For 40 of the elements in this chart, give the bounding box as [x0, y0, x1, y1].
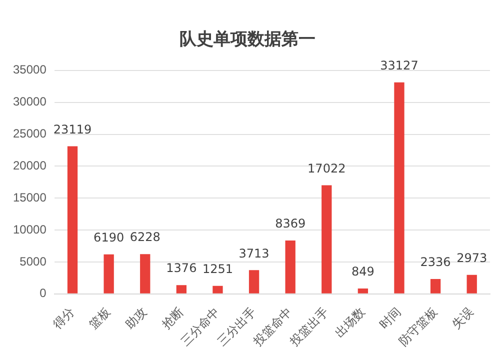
data-label: 2336: [420, 255, 451, 270]
bar: [212, 286, 223, 294]
data-label: 8369: [275, 216, 306, 231]
y-tick-label: 5000: [20, 254, 47, 268]
bar: [358, 288, 368, 294]
y-tick-label: 25000: [12, 126, 47, 141]
x-tick-label: 失误: [449, 304, 476, 332]
bar: [285, 240, 296, 294]
bar: [140, 254, 150, 294]
y-tick-label: 0: [40, 286, 47, 300]
data-label: 6228: [130, 230, 160, 244]
bar: [394, 82, 404, 294]
x-tick-label: 篮板: [86, 304, 114, 332]
bar: [322, 185, 332, 294]
x-tick-label: 得分: [50, 304, 77, 332]
data-label: 849: [351, 264, 374, 279]
y-tick-label: 20000: [12, 158, 47, 172]
bar: [104, 254, 114, 294]
data-label: 3713: [238, 246, 270, 260]
y-tick-label: 15000: [12, 190, 47, 204]
data-label: 23119: [53, 122, 92, 136]
bar: [466, 274, 477, 294]
y-tick-label: 35000: [12, 62, 47, 77]
x-tick-label: 出场数: [332, 304, 368, 340]
data-label: 6190: [94, 230, 124, 244]
bar: [67, 146, 78, 294]
data-label: 17022: [308, 161, 346, 176]
bar: [430, 278, 441, 294]
data-label: 1251: [202, 262, 234, 276]
x-tick-label: 抢断: [159, 304, 186, 332]
y-tick-label: 30000: [12, 94, 47, 109]
x-tick-label: 助攻: [122, 304, 150, 332]
bar: [248, 270, 260, 294]
x-tick-label: 时间: [376, 304, 404, 332]
y-tick-label: 10000: [12, 222, 47, 236]
data-label: 2973: [456, 251, 488, 266]
data-label: 33127: [380, 58, 418, 72]
bar: [176, 285, 187, 294]
data-label: 1376: [166, 261, 197, 276]
chart-title: 队史单项数据第一: [180, 30, 316, 50]
